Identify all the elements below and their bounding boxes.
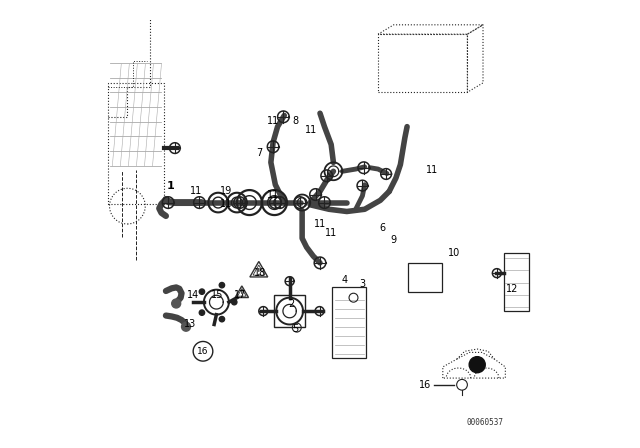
Text: 4: 4 bbox=[342, 275, 348, 285]
Text: 10: 10 bbox=[448, 248, 460, 258]
Circle shape bbox=[469, 357, 485, 373]
Text: 3: 3 bbox=[360, 279, 365, 289]
Text: 18: 18 bbox=[253, 268, 266, 278]
Bar bbox=[274, 296, 305, 327]
Text: 6: 6 bbox=[380, 224, 385, 233]
Text: 11: 11 bbox=[189, 185, 202, 195]
Text: 14: 14 bbox=[187, 290, 199, 301]
Text: 16: 16 bbox=[419, 380, 431, 390]
Circle shape bbox=[220, 316, 225, 322]
Bar bbox=[378, 34, 467, 92]
Text: 12: 12 bbox=[506, 284, 518, 294]
Text: 11: 11 bbox=[314, 219, 326, 229]
Text: !: ! bbox=[257, 268, 260, 277]
Circle shape bbox=[199, 310, 205, 315]
Text: 17: 17 bbox=[234, 290, 246, 301]
Text: 2: 2 bbox=[289, 299, 295, 310]
Bar bbox=[408, 263, 442, 292]
Circle shape bbox=[199, 289, 205, 294]
Circle shape bbox=[232, 299, 237, 305]
Text: 11: 11 bbox=[305, 125, 317, 135]
Text: 13: 13 bbox=[184, 319, 196, 329]
Text: 11: 11 bbox=[267, 116, 279, 126]
Text: 16: 16 bbox=[197, 347, 209, 356]
Text: 00060537: 00060537 bbox=[467, 418, 504, 427]
Text: 9: 9 bbox=[390, 235, 397, 245]
Text: 8: 8 bbox=[292, 116, 298, 126]
Text: 5: 5 bbox=[292, 324, 299, 334]
Bar bbox=[332, 287, 366, 358]
Circle shape bbox=[172, 299, 180, 308]
Bar bbox=[504, 253, 529, 311]
Text: 1: 1 bbox=[166, 181, 174, 191]
Circle shape bbox=[220, 283, 225, 288]
Text: 11: 11 bbox=[220, 199, 232, 209]
Circle shape bbox=[182, 322, 191, 331]
Text: 11: 11 bbox=[325, 228, 337, 238]
Bar bbox=[108, 83, 164, 204]
Text: 11: 11 bbox=[426, 165, 438, 176]
Text: 15: 15 bbox=[211, 290, 223, 301]
Text: 11: 11 bbox=[267, 190, 279, 200]
Text: !: ! bbox=[240, 290, 244, 299]
Text: 19: 19 bbox=[220, 185, 232, 195]
Text: 7: 7 bbox=[257, 147, 263, 158]
